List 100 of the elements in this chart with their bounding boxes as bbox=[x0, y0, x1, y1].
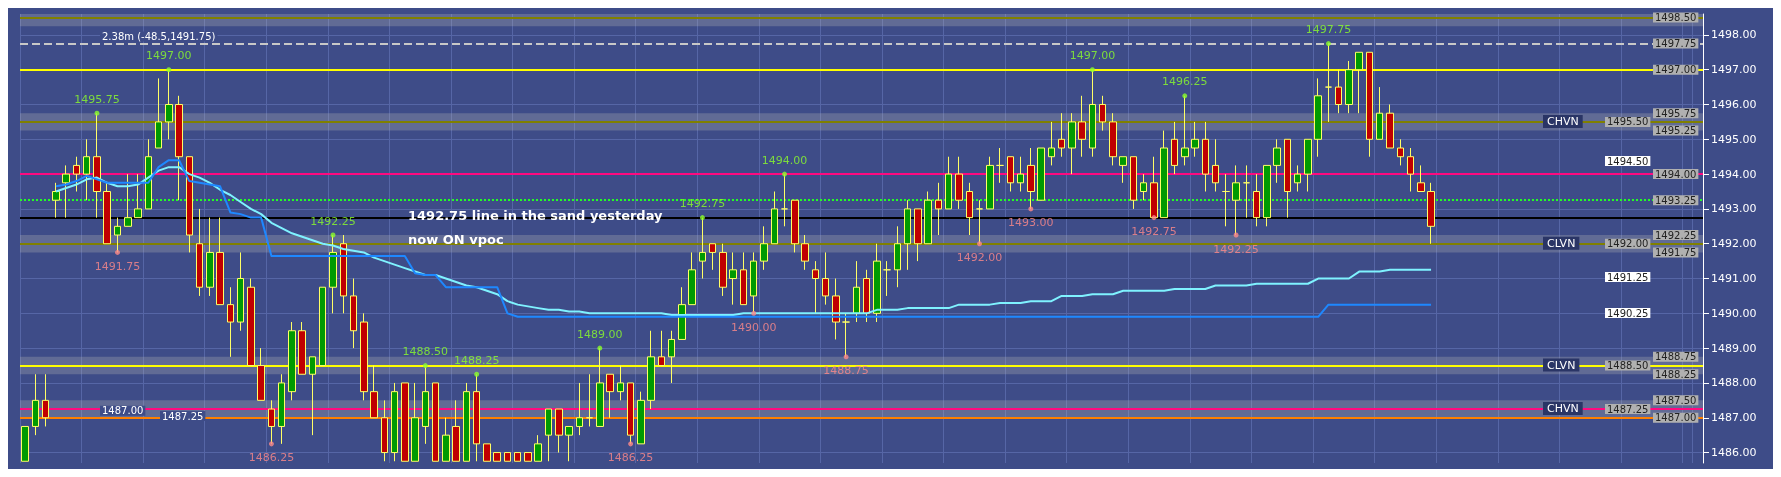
candlestick bbox=[514, 452, 521, 462]
annotation: 1492.25 bbox=[1655, 229, 1697, 241]
candlestick bbox=[924, 191, 932, 245]
candlestick bbox=[370, 365, 378, 419]
candlestick bbox=[729, 251, 737, 306]
candlestick bbox=[668, 330, 675, 384]
candlestick bbox=[1140, 173, 1147, 201]
candlestick bbox=[309, 356, 316, 436]
candlestick bbox=[545, 408, 552, 462]
text: 1492.75 bbox=[1131, 225, 1177, 239]
annotation: 1495.25 bbox=[1655, 125, 1697, 137]
candlestick bbox=[1407, 147, 1414, 193]
candlestick bbox=[1109, 112, 1117, 166]
candlestick bbox=[1304, 138, 1312, 193]
annotation: 1495.50 bbox=[1607, 116, 1649, 128]
candlestick bbox=[1355, 51, 1363, 114]
y-tick-label: 1493.00 bbox=[1711, 202, 1757, 216]
candlestick bbox=[473, 373, 480, 462]
ref-line-label: 2.38m (-48.5,1491.75) bbox=[102, 31, 216, 43]
candlestick bbox=[442, 417, 450, 462]
candlestick bbox=[288, 321, 296, 401]
candlestick bbox=[1345, 60, 1353, 114]
text: 1490.00 bbox=[731, 320, 777, 334]
candlestick bbox=[1222, 173, 1230, 227]
candlestick bbox=[73, 156, 80, 193]
candlestick bbox=[62, 164, 70, 219]
candlestick bbox=[945, 156, 952, 210]
candlestick bbox=[21, 425, 29, 462]
candlestick bbox=[709, 243, 716, 271]
candlestick bbox=[1150, 156, 1158, 219]
annotation: 1491.75 bbox=[1655, 246, 1697, 258]
annotation: 1497.00 bbox=[1655, 64, 1697, 76]
candlestick bbox=[134, 173, 142, 219]
candlestick bbox=[483, 443, 491, 462]
candlestick bbox=[93, 112, 101, 219]
candlestick bbox=[576, 382, 583, 436]
candlestick bbox=[319, 286, 326, 367]
candlestick bbox=[1160, 130, 1168, 219]
candlestick bbox=[842, 312, 850, 358]
candlestick bbox=[1078, 95, 1086, 158]
annotation: 1495.75 bbox=[1655, 107, 1697, 119]
text: 1497.00 bbox=[1069, 49, 1116, 63]
text: 1497.00 bbox=[146, 49, 192, 63]
candlestick bbox=[504, 452, 511, 462]
candlestick bbox=[411, 382, 419, 462]
candlestick bbox=[740, 251, 747, 306]
candlestick bbox=[1007, 156, 1014, 193]
candlestick bbox=[904, 199, 911, 271]
annotation: 1488.25 bbox=[1655, 368, 1697, 380]
candlestick bbox=[32, 373, 39, 436]
candlestick bbox=[1130, 156, 1137, 210]
candlestick bbox=[1089, 69, 1096, 158]
candlestick bbox=[976, 199, 983, 245]
candlestick bbox=[268, 399, 275, 445]
candlestick bbox=[853, 260, 860, 323]
candlestick bbox=[688, 251, 696, 306]
candlestick bbox=[298, 321, 306, 375]
text: 1492.75 bbox=[679, 197, 726, 211]
annotation: 1493.25 bbox=[1655, 194, 1697, 206]
candlestick bbox=[1417, 164, 1425, 193]
candlestick bbox=[175, 95, 183, 201]
candlestick bbox=[1427, 182, 1435, 245]
candlestick bbox=[1284, 138, 1291, 219]
candlestick bbox=[278, 373, 285, 445]
band-label: CHVN bbox=[1547, 402, 1579, 416]
text: 1491.75 bbox=[94, 259, 141, 273]
text: 1495.75 bbox=[74, 92, 120, 106]
candlestick bbox=[257, 347, 265, 401]
text: 1492.00 bbox=[956, 251, 1003, 265]
text: 1490.25 bbox=[1607, 307, 1649, 319]
candlestick bbox=[155, 77, 162, 149]
ref-line-label: 1487.00 bbox=[102, 405, 144, 417]
candlestick bbox=[781, 173, 788, 227]
candlestick bbox=[401, 382, 409, 462]
candlestick bbox=[586, 373, 593, 427]
annotation: 1488.75 bbox=[1655, 351, 1697, 363]
candlestick bbox=[350, 278, 357, 349]
candlestick bbox=[1171, 121, 1178, 175]
candlestick bbox=[42, 373, 49, 427]
candlestick bbox=[637, 391, 645, 445]
candlestick bbox=[1058, 112, 1065, 158]
candlestick bbox=[627, 382, 634, 445]
text: 1492.25 bbox=[1213, 242, 1259, 256]
y-tick-label: 1492.00 bbox=[1711, 237, 1757, 251]
text: 1493.00 bbox=[1008, 216, 1054, 230]
candlestick bbox=[165, 69, 173, 140]
candlestick bbox=[606, 373, 614, 419]
text: 1486.25 bbox=[248, 451, 295, 465]
candlestick bbox=[966, 182, 973, 236]
candlestick bbox=[1366, 51, 1373, 158]
candlestick bbox=[216, 217, 224, 306]
candlestick bbox=[1027, 147, 1035, 210]
candlestick bbox=[596, 347, 604, 427]
candlestick bbox=[555, 408, 563, 454]
candlestick bbox=[883, 260, 891, 297]
candlestick bbox=[247, 278, 255, 367]
y-tick-label: 1495.00 bbox=[1711, 132, 1757, 146]
candlestick bbox=[432, 382, 439, 462]
candlestick bbox=[227, 286, 234, 358]
y-tick-label: 1497.00 bbox=[1711, 63, 1757, 77]
